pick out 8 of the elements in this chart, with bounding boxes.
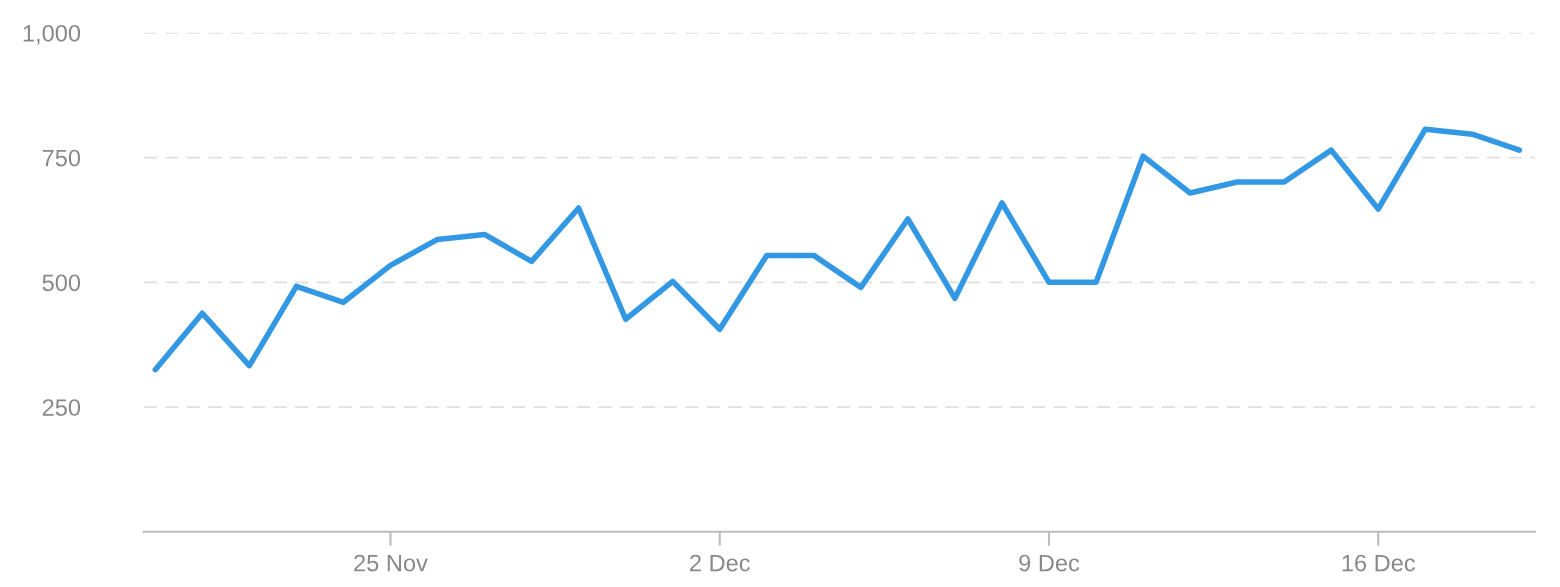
y-tick-label: 500 <box>42 274 81 292</box>
x-tick-label: 9 Dec <box>1019 554 1080 572</box>
y-tick-label: 1,000 <box>23 24 81 45</box>
x-tick-label: 2 Dec <box>690 554 750 572</box>
x-tick-label: 25 Nov <box>354 554 428 572</box>
x-tick-label: 16 Dec <box>1342 554 1416 572</box>
y-tick-label: 750 <box>42 149 81 167</box>
y-tick-label: 250 <box>42 399 81 416</box>
